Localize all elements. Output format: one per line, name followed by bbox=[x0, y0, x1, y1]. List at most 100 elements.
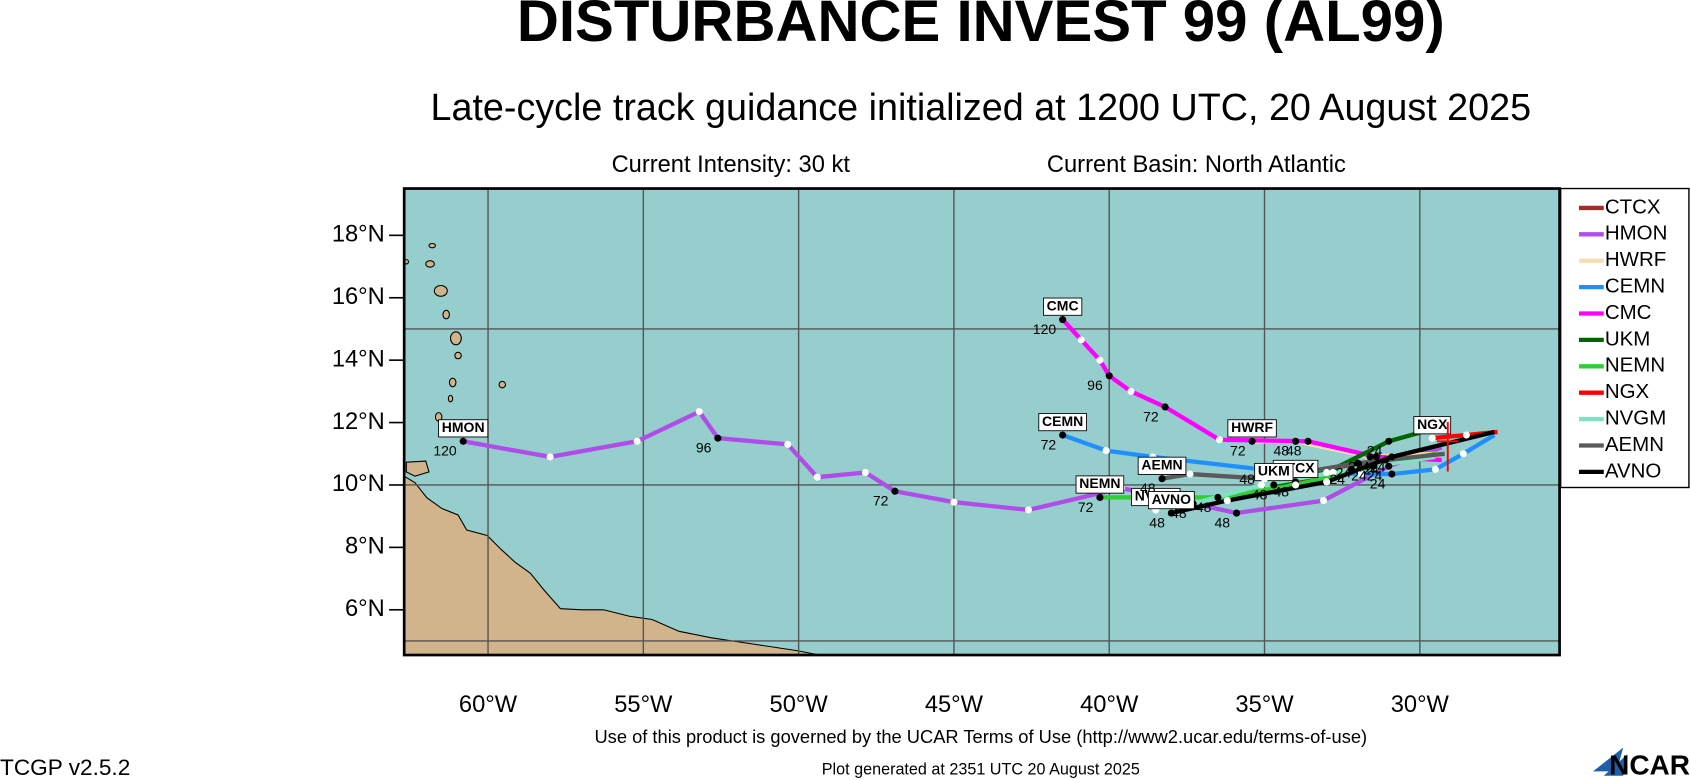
track-label-text: NGX bbox=[1417, 416, 1448, 432]
logo-text: NCAR bbox=[1609, 749, 1690, 780]
track-point bbox=[1329, 468, 1337, 477]
track-label: NGX bbox=[1413, 416, 1452, 435]
x-tick-label: 60°W bbox=[459, 692, 518, 718]
track-point bbox=[1167, 509, 1175, 517]
track-point bbox=[1372, 453, 1380, 461]
island bbox=[447, 394, 454, 403]
track-point bbox=[1257, 481, 1265, 489]
y-tick-label: 12°N bbox=[332, 409, 385, 435]
track-point bbox=[1215, 436, 1224, 444]
forecast-hour: 48 bbox=[1239, 471, 1255, 487]
track bbox=[462, 409, 1443, 516]
forecast-hour: 48 bbox=[1215, 515, 1231, 531]
track-point bbox=[1260, 475, 1269, 483]
track-label-box bbox=[1147, 491, 1195, 510]
track-point bbox=[1357, 470, 1365, 478]
track-label: NEMN bbox=[1075, 475, 1125, 494]
x-tick-label: 35°W bbox=[1235, 692, 1294, 718]
track-point bbox=[861, 468, 869, 477]
track-label-text: AVNO bbox=[1152, 491, 1192, 507]
forecast-hour: 96 bbox=[1087, 377, 1103, 393]
track-label-text: UKM bbox=[1258, 463, 1290, 479]
track-point bbox=[1248, 437, 1256, 445]
track-label-box bbox=[1038, 413, 1087, 432]
legend-label: AVNO bbox=[1605, 459, 1662, 482]
track-label-text: CMC bbox=[1047, 297, 1079, 313]
track-point bbox=[1102, 447, 1110, 455]
legend-label: NEMN bbox=[1605, 354, 1665, 377]
legend-label: CEMN bbox=[1605, 275, 1665, 298]
y-tick-label: 8°N bbox=[345, 534, 385, 560]
plot-frame bbox=[402, 187, 1561, 657]
forecast-hour: 24 bbox=[1367, 443, 1383, 459]
chart-title: DISTURBANCE INVEST 99 (AL99) bbox=[517, 0, 1445, 54]
legend-label: AEMN bbox=[1605, 433, 1664, 456]
legend-label: HMON bbox=[1605, 222, 1668, 245]
track-point bbox=[1462, 431, 1470, 439]
track-label-text: AEMN bbox=[1141, 457, 1182, 473]
y-tick-label: 16°N bbox=[332, 284, 385, 310]
track-label-box bbox=[1075, 475, 1125, 494]
island bbox=[454, 351, 462, 360]
track-point bbox=[1059, 316, 1067, 324]
track-label: CMC bbox=[1043, 297, 1083, 316]
track-point bbox=[1105, 372, 1113, 380]
y-tick-label: 14°N bbox=[332, 346, 385, 372]
generated-time: Plot generated at 2351 UTC 20 August 202… bbox=[822, 761, 1140, 779]
track-point bbox=[1161, 403, 1169, 411]
trinidad bbox=[405, 460, 430, 477]
track-point bbox=[1319, 497, 1328, 505]
forecast-hour: 96 bbox=[696, 440, 712, 456]
y-tick-label: 6°N bbox=[345, 596, 385, 622]
track-point bbox=[1382, 456, 1390, 464]
track-label: CEMN bbox=[1038, 413, 1087, 432]
track-point bbox=[1459, 450, 1467, 458]
track-point bbox=[1369, 462, 1377, 470]
island bbox=[428, 242, 436, 249]
track-label-box bbox=[1043, 297, 1083, 316]
track-label: AVNO bbox=[1147, 491, 1195, 510]
track-point bbox=[1292, 437, 1300, 445]
logo-mark bbox=[1592, 747, 1628, 776]
track-point bbox=[633, 437, 641, 445]
track-point bbox=[1292, 481, 1300, 489]
track-label-text: HWRF bbox=[1231, 419, 1273, 435]
track-point bbox=[1158, 475, 1166, 483]
island bbox=[442, 309, 450, 320]
track-label-text: CEMN bbox=[1042, 413, 1083, 429]
track-label-text: HMON bbox=[442, 419, 485, 435]
x-tick-label: 50°W bbox=[770, 692, 829, 718]
track-point bbox=[1385, 462, 1393, 470]
track bbox=[1061, 318, 1442, 463]
island bbox=[449, 331, 462, 346]
track-label-box bbox=[1137, 456, 1187, 475]
version: TCGP v2.5.2 bbox=[0, 755, 130, 780]
forecast-hour: 24 bbox=[1336, 465, 1352, 481]
legend-label: HWRF bbox=[1605, 248, 1666, 271]
track-label-text: NEMN bbox=[1079, 475, 1120, 491]
track-point bbox=[1270, 481, 1278, 489]
track-label: AEMN bbox=[1137, 456, 1187, 475]
track-point bbox=[1388, 470, 1396, 478]
track-point bbox=[891, 487, 899, 495]
track-label-box bbox=[1227, 419, 1277, 438]
legend-label: CMC bbox=[1605, 301, 1652, 324]
ocean bbox=[404, 188, 1560, 656]
forecast-hour: 72 bbox=[1041, 437, 1057, 453]
track-point bbox=[1354, 459, 1362, 467]
track-point bbox=[950, 498, 958, 506]
track-point bbox=[1077, 336, 1085, 344]
track-point bbox=[546, 453, 554, 461]
track-point bbox=[1304, 437, 1312, 445]
forecast-hour: 24 bbox=[1370, 458, 1386, 474]
track-label: UKM bbox=[1254, 463, 1294, 482]
basin: Current Basin: North Atlantic bbox=[1047, 152, 1346, 178]
track-point bbox=[813, 473, 821, 481]
x-tick-label: 40°W bbox=[1080, 692, 1139, 718]
land bbox=[403, 242, 820, 656]
forecast-hour: 24 bbox=[1329, 471, 1345, 487]
track-point bbox=[1186, 470, 1194, 478]
legend-label: CTCX bbox=[1605, 195, 1661, 218]
chart-subtitle: Late-cycle track guidance initialized at… bbox=[431, 86, 1532, 128]
